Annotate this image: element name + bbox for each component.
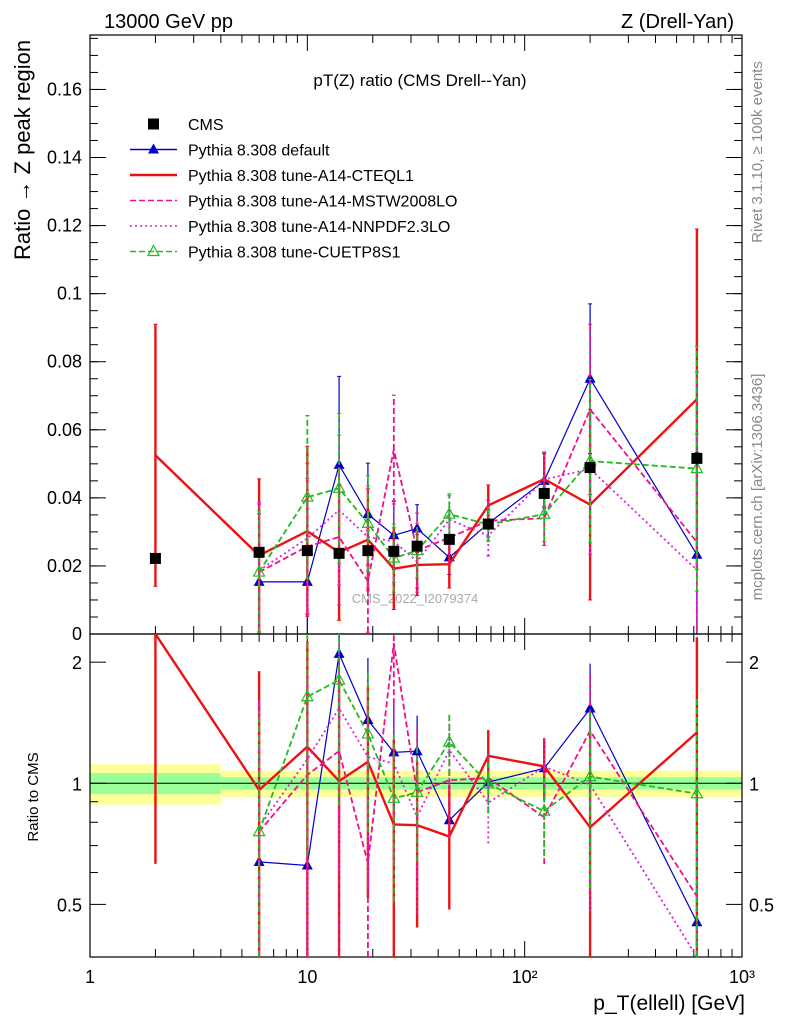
- data-point: [253, 546, 265, 558]
- x-tick-label: 10²: [512, 967, 538, 987]
- ratio-tick-label-right: 0.5: [749, 895, 774, 915]
- ratio-series-line-1: [154, 634, 698, 838]
- x-tick-label: 1: [85, 967, 95, 987]
- y-tick-label: 0.08: [47, 352, 82, 372]
- series-marker: [584, 372, 596, 383]
- legend-entry: Pythia 8.308 default: [130, 143, 330, 160]
- ratio-series-marker: [583, 769, 597, 782]
- ratio-series-marker: [537, 803, 551, 816]
- series-marker: [332, 481, 346, 493]
- x-tick-label: 10: [297, 967, 317, 987]
- legend-entry: Pythia 8.308 tune-A14-NNPDF2.3LO: [130, 219, 450, 236]
- legend-marker: [146, 244, 161, 257]
- data-point: [411, 540, 423, 552]
- series-marker: [537, 506, 551, 519]
- data-point: [443, 533, 455, 545]
- ratio-series-marker: [481, 776, 495, 789]
- ratio-series-marker: [361, 726, 375, 739]
- legend: CMS Pythia 8.308 default Pythia 8.308 tune…: [130, 117, 457, 262]
- ratio-tick-label-right: 1: [749, 774, 759, 794]
- main-series-group: [153, 228, 704, 634]
- legend-label: Pythia 8.308 default: [188, 143, 330, 160]
- ratio-series-marker: [387, 791, 401, 803]
- data-point: [691, 452, 703, 464]
- series-line-2: [258, 407, 698, 584]
- data-point: [301, 545, 313, 557]
- y-tick-label: 0.1: [57, 284, 82, 304]
- x-axis-label: p_T(ellell) [GeV]: [593, 992, 745, 1015]
- ratio-panel: 1 10 10² 10³ 0.5 0.5 1 1 2 2: [57, 633, 774, 987]
- ratio-series-marker: [252, 824, 266, 837]
- series-line-1: [154, 398, 698, 570]
- y-tick-label: 0.14: [47, 148, 82, 168]
- legend-data-marker: [148, 118, 159, 130]
- ratio-series-line-3: [258, 706, 698, 957]
- ratio-tick-label-left: 0.5: [57, 895, 82, 915]
- ratio-series-marker: [442, 734, 456, 747]
- ratio-series-marker: [410, 785, 424, 797]
- analysis-watermark: CMS_2022_I2079374: [352, 591, 479, 606]
- chart-title: pT(Z) ratio (CMS Drell--Yan): [313, 71, 526, 90]
- y-axis-label: Ratio → Z peak region: [10, 40, 35, 260]
- data-point: [388, 545, 400, 557]
- rivet-version-label: Rivet 3.1.10, ≥ 100k events: [749, 61, 766, 243]
- y-tick-label: 0.02: [47, 556, 82, 576]
- main-panel: 0 0.02 0.04 0.06 0.08 0.1 0.12 0.14 0.16: [47, 34, 743, 644]
- data-point: [362, 545, 374, 557]
- legend-label: CMS: [188, 117, 224, 134]
- y-tick-label: 0.16: [47, 79, 82, 99]
- header-process: Z (Drell-Yan): [621, 11, 734, 33]
- series-marker: [387, 550, 401, 563]
- data-point: [482, 518, 494, 530]
- y-tick-label: 0.04: [47, 488, 82, 508]
- legend-marker: [148, 143, 159, 154]
- ratio-series-marker: [300, 689, 314, 702]
- ratio-series-marker: [332, 672, 346, 685]
- legend-label: Pythia 8.308 tune-A14-NNPDF2.3LO: [188, 219, 450, 236]
- data-point: [584, 462, 596, 474]
- mcplots-label: mcplots.cern.ch [arXiv:1306.3436]: [749, 374, 766, 601]
- ratio-series-group: [154, 634, 704, 957]
- legend-entry: Pythia 8.308 tune-A14-CTEQL1: [130, 168, 414, 185]
- ratio-axis-label: Ratio to CMS: [25, 752, 42, 841]
- legend-entry: Pythia 8.308 tune-A14-MSTW2008LO: [130, 194, 457, 211]
- ratio-tick-label-left: 2: [72, 653, 82, 673]
- ratio-series-marker: [690, 786, 704, 799]
- y-tick-label: 0.12: [47, 216, 82, 236]
- y-tick-label: 0.06: [47, 420, 82, 440]
- series-marker: [442, 506, 456, 519]
- series-line-0: [259, 377, 698, 583]
- x-tick-label: 10³: [729, 967, 755, 987]
- legend-label: Pythia 8.308 tune-A14-MSTW2008LO: [188, 194, 457, 211]
- ratio-series-line-4: [258, 678, 698, 832]
- legend-entry: CMS: [148, 117, 224, 134]
- data-point: [538, 487, 550, 499]
- ratio-frame: [89, 633, 743, 958]
- legend-entry: Pythia 8.308 tune-CUETP8S1: [130, 244, 401, 262]
- ratio-tick-label-right: 2: [749, 653, 759, 673]
- ratio-series-line-2: [258, 642, 698, 897]
- legend-label: Pythia 8.308 tune-CUETP8S1: [188, 245, 401, 262]
- legend-label: Pythia 8.308 tune-A14-CTEQL1: [188, 168, 414, 185]
- series-marker: [690, 461, 704, 474]
- series-marker: [252, 564, 266, 577]
- y-tick-label: 0: [72, 624, 82, 644]
- series-marker: [300, 489, 314, 502]
- ratio-tick-label-left: 1: [72, 774, 82, 794]
- data-point: [149, 552, 161, 564]
- series-marker: [361, 516, 375, 528]
- header-energy: 13000 GeV pp: [104, 11, 233, 33]
- data-point: [333, 547, 345, 559]
- ratio-series-marker: [584, 702, 596, 713]
